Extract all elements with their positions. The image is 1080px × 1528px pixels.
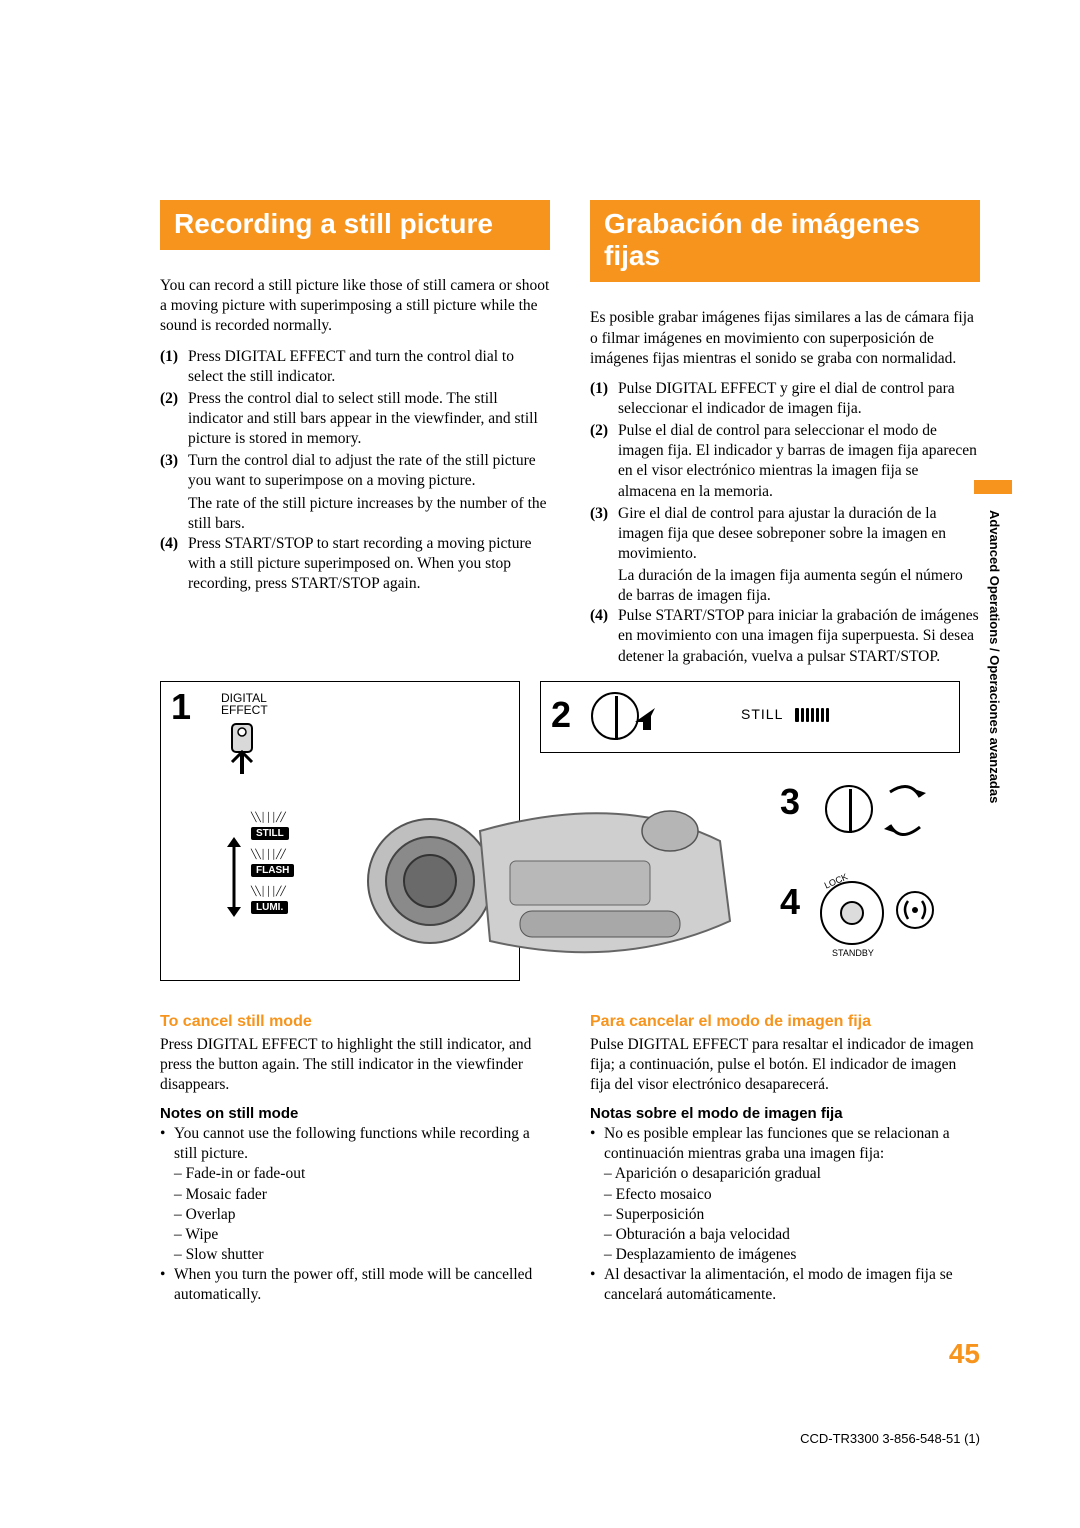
digital-effect-label-2: EFFECT xyxy=(221,703,268,717)
dial-icon xyxy=(591,692,639,740)
still-indicator-label: STILL xyxy=(741,706,783,722)
spanish-steps: (1)Pulse DIGITAL EFFECT y gire el dial d… xyxy=(590,379,980,667)
flash-pill: FLASH xyxy=(251,864,294,877)
cancel-heading-en: To cancel still mode xyxy=(160,1013,550,1031)
step-continuation: The rate of the still picture increases … xyxy=(188,494,550,534)
note-item: Mosaic fader xyxy=(186,1186,267,1203)
still-pill: STILL xyxy=(251,827,289,840)
step-continuation: La duración de la imagen fija aumenta se… xyxy=(618,566,980,606)
step-num: (4) xyxy=(160,534,188,594)
notes-heading-es: Notas sobre el modo de imagen fija xyxy=(590,1105,980,1122)
ticks-icon: ╲╲│││╱╱ xyxy=(251,849,294,860)
step-num: (4) xyxy=(590,606,618,666)
diagram-step-3: 3 xyxy=(780,781,800,823)
step-num: (2) xyxy=(160,389,188,449)
dial-icon xyxy=(825,785,873,833)
still-bars-icon xyxy=(795,708,829,722)
lumi-pill: LUMI. xyxy=(251,901,288,914)
step-num: (1) xyxy=(160,347,188,387)
step-text: Press DIGITAL EFFECT and turn the contro… xyxy=(188,347,550,387)
footer-text: CCD-TR3300 3-856-548-51 (1) xyxy=(800,1431,980,1446)
notes-list-es: •No es posible emplear las funciones que… xyxy=(590,1124,980,1305)
notes-heading-en: Notes on still mode xyxy=(160,1105,550,1122)
step-num: (2) xyxy=(590,421,618,502)
notes-columns: To cancel still mode Press DIGITAL EFFEC… xyxy=(160,999,980,1306)
section-tab xyxy=(974,480,1012,494)
cancel-body-es: Pulse DIGITAL EFFECT para resaltar el in… xyxy=(590,1035,980,1095)
english-steps: (1)Press DIGITAL EFFECT and turn the con… xyxy=(160,347,550,595)
spanish-title: Grabación de imágenes fijas xyxy=(590,200,980,282)
english-column: Recording a still picture You can record… xyxy=(160,200,550,669)
notes-list-en: •You cannot use the following functions … xyxy=(160,1124,550,1305)
cancel-body-en: Press DIGITAL EFFECT to highlight the st… xyxy=(160,1035,550,1095)
instruction-diagram: 1 DIGITAL EFFECT ╲╲│││╱╱ STILL ╲╲│││╱╱ F… xyxy=(160,681,980,991)
updown-arrow-icon xyxy=(219,832,249,922)
spanish-notes: Para cancelar el modo de imagen fija Pul… xyxy=(590,999,980,1306)
english-title: Recording a still picture xyxy=(160,200,550,250)
step-text: Gire el dial de control para ajustar la … xyxy=(618,504,980,564)
diagram-step-2: 2 xyxy=(551,694,571,736)
diagram-panel-2: 2 STILL xyxy=(540,681,960,753)
note-item: Wipe xyxy=(185,1226,218,1243)
step-text: Pulse START/STOP para iniciar la grabaci… xyxy=(618,606,980,666)
standby-label: STANDBY xyxy=(832,949,874,958)
note-item: Overlap xyxy=(186,1206,236,1223)
step-text: Pulse DIGITAL EFFECT y gire el dial de c… xyxy=(618,379,980,419)
note-text: When you turn the power off, still mode … xyxy=(174,1265,550,1305)
digital-effect-button-icon xyxy=(226,722,266,782)
page-number: 45 xyxy=(949,1338,980,1370)
rotate-arrows-icon xyxy=(880,777,930,847)
two-column-layout: Recording a still picture You can record… xyxy=(160,200,980,669)
ticks-icon: ╲╲│││╱╱ xyxy=(251,886,294,897)
note-item: Efecto mosaico xyxy=(616,1186,712,1203)
note-item: Obturación a baja velocidad xyxy=(616,1226,790,1243)
cancel-heading-es: Para cancelar el modo de imagen fija xyxy=(590,1013,980,1031)
note-item: Superposición xyxy=(616,1206,705,1223)
step-num: (3) xyxy=(590,504,618,564)
note-item: Slow shutter xyxy=(186,1246,264,1263)
side-label: Advanced Operations / Operaciones avanza… xyxy=(987,510,1002,803)
note-item: Fade-in or fade-out xyxy=(186,1165,306,1182)
step-text: Press the control dial to select still m… xyxy=(188,389,550,449)
english-notes: To cancel still mode Press DIGITAL EFFEC… xyxy=(160,999,550,1306)
step-text: Turn the control dial to adjust the rate… xyxy=(188,451,550,491)
camcorder-illustration xyxy=(360,771,760,981)
spanish-column: Grabación de imágenes fijas Es posible g… xyxy=(590,200,980,669)
note-item: Desplazamiento de imágenes xyxy=(616,1246,797,1263)
step-text: Pulse el dial de control para selecciona… xyxy=(618,421,980,502)
effect-selector: ╲╲│││╱╱ STILL ╲╲│││╱╱ FLASH ╲╲│││╱╱ LUMI… xyxy=(251,812,294,915)
note-text: You cannot use the following functions w… xyxy=(174,1124,550,1164)
ticks-icon: ╲╲│││╱╱ xyxy=(251,812,294,823)
note-item: Aparición o desaparición gradual xyxy=(615,1165,821,1182)
step-text: Press START/STOP to start recording a mo… xyxy=(188,534,550,594)
record-button-icon xyxy=(894,889,936,931)
step-num: (1) xyxy=(590,379,618,419)
diagram-step-1: 1 xyxy=(171,686,191,728)
english-intro: You can record a still picture like thos… xyxy=(160,276,550,336)
step-num: (3) xyxy=(160,451,188,491)
note-text: No es posible emplear las funciones que … xyxy=(604,1124,980,1164)
spanish-intro: Es posible grabar imágenes fijas similar… xyxy=(590,308,980,368)
diagram-step-4: 4 xyxy=(780,881,800,923)
note-text: Al desactivar la alimentación, el modo d… xyxy=(604,1265,980,1305)
press-arrow-icon xyxy=(631,706,657,732)
mode-dial-icon xyxy=(820,881,884,945)
